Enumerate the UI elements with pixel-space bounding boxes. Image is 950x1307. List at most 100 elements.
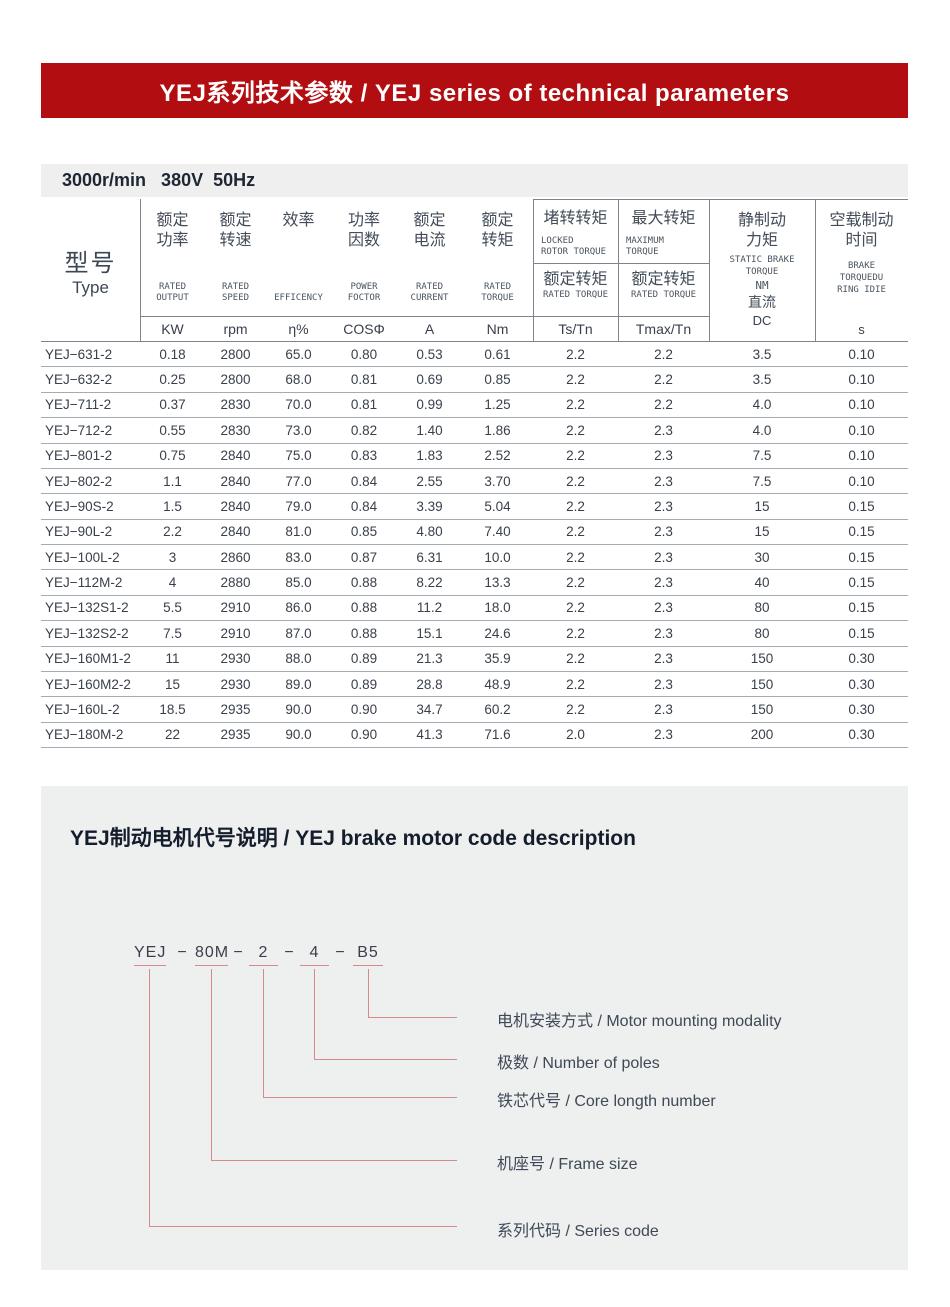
value-cell: 2.3	[654, 549, 673, 565]
value-cell: 2.3	[654, 701, 673, 717]
value-cell: 2.2	[654, 397, 673, 413]
header-en: RING IDIE	[837, 285, 886, 295]
header-en: TORQUE	[626, 247, 659, 257]
header-en: SPEED	[221, 293, 250, 303]
header-zh: 功率	[347, 212, 380, 229]
value-cell: 15	[754, 498, 770, 514]
value-cell: 0.88	[350, 575, 378, 591]
unit-a: A	[424, 321, 435, 337]
value-cell: 30	[754, 549, 770, 565]
value-cell: 41.3	[416, 727, 443, 743]
value-cell: 0.10	[848, 473, 875, 489]
value-cell: 4.0	[752, 397, 772, 413]
value-cell: 90.0	[285, 701, 312, 717]
value-cell: 0.30	[848, 651, 875, 667]
value-cell: 0.89	[350, 676, 378, 692]
value-cell: 0.69	[416, 372, 443, 388]
value-cell: 10.0	[484, 549, 511, 565]
value-cell: 71.6	[484, 727, 511, 743]
value-cell: 0.83	[350, 448, 378, 464]
value-cell: 2.3	[654, 575, 673, 591]
table-row: YEJ−180M-2 22 2935 90.0 0.90 41.3 71.6 2.0 2.3 20…	[41, 723, 908, 748]
value-cell: 2800	[220, 346, 251, 362]
header-en: STATIC BRAKE	[729, 255, 795, 265]
table-row: YEJ−712-2 0.55 2830 73.0 0.82 1.40 1.86 2.2 2.3 4…	[41, 418, 908, 444]
header-en: FOCTOR	[347, 293, 381, 303]
header-zh: 时间	[845, 232, 878, 249]
value-cell: 2.2	[566, 372, 585, 388]
value-cell: 2.2	[163, 524, 182, 540]
header-zh: 最大转矩	[631, 210, 696, 227]
header-en: EFFICENCY	[274, 293, 323, 303]
title-banner: YEJ系列技术参数 / YEJ series of technical para…	[41, 63, 908, 118]
header-en: RATED	[158, 282, 187, 292]
column-header-type: 型号 Type	[41, 199, 140, 341]
table-row: YEJ−100L-2 3 2860 83.0 0.87 6.31 10.0 2.2 2.3 30 0…	[41, 545, 908, 571]
header-en: TORQUE	[745, 267, 779, 277]
unit-rpm: rpm	[223, 321, 248, 337]
header-zh: 额定转矩	[631, 271, 696, 288]
value-cell: 2.3	[654, 448, 673, 464]
value-cell: 2930	[220, 651, 251, 667]
model-cell: YEJ−632-2	[45, 372, 113, 388]
value-cell: 0.90	[350, 701, 378, 717]
value-cell: 3.5	[752, 346, 772, 362]
model-cell: YEJ−712-2	[45, 422, 113, 438]
model-cell: YEJ−112M-2	[45, 575, 123, 591]
value-cell: 2.2	[566, 473, 585, 489]
header-en: LOCKED	[541, 236, 574, 246]
value-cell: 2.3	[654, 625, 673, 641]
value-cell: 86.0	[285, 600, 312, 616]
value-cell: 2935	[220, 701, 251, 717]
value-cell: 0.15	[848, 625, 875, 641]
value-cell: 7.5	[752, 448, 772, 464]
value-cell: 4.80	[416, 524, 443, 540]
value-cell: 150	[750, 676, 774, 692]
header-zh: 额定	[481, 212, 514, 229]
model-cell: YEJ−132S2-2	[45, 625, 129, 641]
value-cell: 0.15	[848, 600, 875, 616]
model-cell: YEJ−90L-2	[45, 524, 113, 540]
value-cell: 2840	[220, 498, 251, 514]
code-section-title: YEJ制动电机代号说明 / YEJ brake motor code descr…	[70, 827, 636, 850]
value-cell: 81.0	[285, 524, 312, 540]
value-cell: 0.85	[484, 372, 511, 388]
value-cell: 2.3	[654, 524, 673, 540]
header-zh: 力矩	[745, 232, 778, 249]
value-cell: 2910	[220, 600, 251, 616]
code-part-series: YEJ	[134, 944, 166, 966]
table-row: YEJ−132S2-2 7.5 2910 87.0 0.88 15.1 24.6 2.2 2.3…	[41, 621, 908, 647]
value-cell: 15	[164, 676, 181, 692]
model-cell: YEJ−160M1-2	[45, 651, 131, 667]
value-cell: 35.9	[484, 651, 511, 667]
value-cell: 2.0	[566, 727, 585, 743]
model-cell: YEJ−631-2	[45, 346, 113, 362]
value-cell: 68.0	[285, 372, 312, 388]
value-cell: 3	[168, 549, 177, 565]
value-cell: 34.7	[416, 701, 443, 717]
header-zh: 空载制动	[829, 212, 894, 229]
value-cell: 15.1	[416, 625, 443, 641]
model-cell: YEJ−160M2-2	[45, 676, 131, 692]
label-core: 铁芯代号 / Core longth number	[497, 1093, 716, 1110]
table-body: YEJ−631-2 0.18 2800 65.0 0.80 0.53 0.61 2.2 2.2 3…	[41, 342, 908, 748]
value-cell: 88.0	[285, 651, 312, 667]
value-cell: 2.3	[654, 651, 673, 667]
model-cell: YEJ−100L-2	[45, 549, 120, 565]
value-cell: 7.40	[484, 524, 511, 540]
code-dash: −	[233, 944, 243, 961]
value-cell: 0.81	[350, 397, 378, 413]
value-cell: 0.84	[350, 473, 378, 489]
value-cell: 87.0	[285, 625, 312, 641]
value-cell: 1.25	[484, 397, 511, 413]
divider	[140, 199, 141, 341]
header-zh: 堵转转矩	[543, 210, 608, 227]
value-cell: 2.3	[654, 600, 673, 616]
value-cell: 0.15	[848, 549, 875, 565]
label-series: 系列代码 / Series code	[497, 1223, 659, 1240]
table-header: 型号 Type 额定 功率 RATED OUTPUT KW 额定 转速 RATE…	[41, 199, 908, 342]
header-en: TORQUEDU	[839, 273, 884, 283]
model-cell: YEJ−160L-2	[45, 701, 120, 717]
value-cell: 2.3	[654, 727, 673, 743]
code-dash: −	[284, 944, 294, 961]
